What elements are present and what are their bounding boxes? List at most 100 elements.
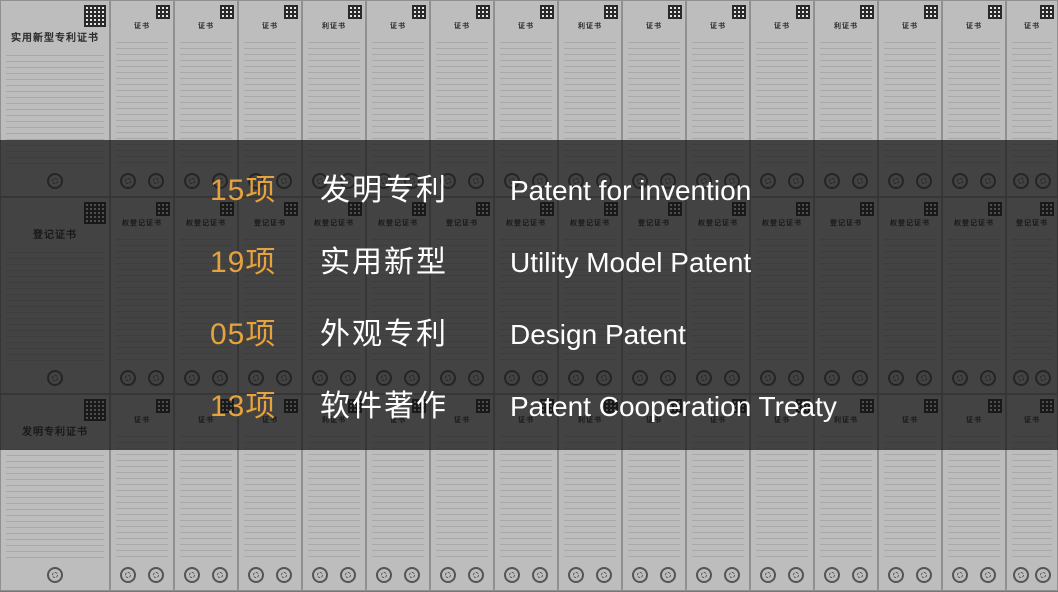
seal-icon: [632, 567, 648, 583]
certificate-body-lines: [6, 444, 104, 558]
seal-row: [498, 564, 554, 586]
seal-icon: [276, 567, 292, 583]
qr-icon: [796, 5, 810, 19]
certificate-title: 证书: [242, 21, 298, 31]
seal-icon: [47, 567, 63, 583]
seal-icon: [596, 567, 612, 583]
certificate-title: 利证书: [818, 21, 874, 31]
certificate-title: 证书: [434, 21, 490, 31]
stat-count: 15项: [210, 165, 320, 209]
stat-label-en: Design Patent: [510, 319, 686, 351]
seal-icon: [148, 567, 164, 583]
certificate-body-lines: [756, 431, 808, 558]
seal-row: [562, 564, 618, 586]
certificate-title: 证书: [754, 21, 810, 31]
seal-row: [434, 564, 490, 586]
seal-icon: [212, 567, 228, 583]
stats-overlay: 15项发明专利Patent for invention 19项实用新型Utilit…: [0, 140, 1058, 450]
certificate-title: 证书: [946, 21, 1002, 31]
certificate-body-lines: [244, 431, 296, 558]
seal-row: [306, 564, 362, 586]
certificate-body-lines: [884, 431, 936, 558]
seal-row: [882, 564, 938, 586]
certificate-title: 证书: [498, 21, 554, 31]
stat-row: 15项发明专利Patent for invention: [210, 165, 1058, 209]
seal-icon: [724, 567, 740, 583]
seal-icon: [248, 567, 264, 583]
stat-label-zh: 实用新型: [320, 237, 510, 281]
seal-icon: [824, 567, 840, 583]
seal-icon: [120, 567, 136, 583]
stat-label-en: Utility Model Patent: [510, 247, 751, 279]
certificate-body-lines: [308, 431, 360, 558]
certificate-title: 证书: [1010, 21, 1054, 31]
stat-label-zh: 发明专利: [320, 165, 510, 209]
seal-icon: [916, 567, 932, 583]
seal-icon: [952, 567, 968, 583]
patent-banner: 实用新型专利证书证书证书证书利证书证书证书证书利证书证书证书证书利证书证书证书证…: [0, 0, 1058, 592]
stat-label-zh: 外观专利: [320, 309, 510, 353]
qr-icon: [284, 5, 298, 19]
seal-icon: [376, 567, 392, 583]
seal-icon: [696, 567, 712, 583]
seal-icon: [1035, 567, 1051, 583]
seal-icon: [468, 567, 484, 583]
stat-count: 05项: [210, 309, 320, 353]
seal-icon: [980, 567, 996, 583]
seal-row: [242, 564, 298, 586]
qr-icon: [348, 5, 362, 19]
seal-icon: [532, 567, 548, 583]
certificate-title: 证书: [370, 21, 426, 31]
certificate-body-lines: [948, 431, 1000, 558]
stat-label-en: Patent Cooperation Treaty: [510, 391, 837, 423]
certificate-title: 利证书: [562, 21, 618, 31]
seal-icon: [568, 567, 584, 583]
stat-label-zh: 软件著作: [320, 381, 510, 425]
seal-icon: [312, 567, 328, 583]
seal-row: [1010, 564, 1054, 586]
certificate-body-lines: [1012, 431, 1052, 558]
certificate-body-lines: [116, 431, 168, 558]
certificate-title: 证书: [882, 21, 938, 31]
seal-row: [946, 564, 1002, 586]
qr-icon: [84, 5, 106, 27]
qr-icon: [540, 5, 554, 19]
stat-row: 05项外观专利Design Patent: [210, 309, 1058, 353]
stat-label-en: Patent for invention: [510, 175, 751, 207]
certificate-body-lines: [500, 431, 552, 558]
seal-row: [114, 564, 170, 586]
stat-count: 19项: [210, 237, 320, 281]
qr-icon: [732, 5, 746, 19]
certificate-body-lines: [564, 431, 616, 558]
certificate-body-lines: [820, 431, 872, 558]
seal-icon: [888, 567, 904, 583]
stat-row: 19项实用新型Utility Model Patent: [210, 237, 1058, 281]
seal-icon: [404, 567, 420, 583]
qr-icon: [668, 5, 682, 19]
seal-icon: [340, 567, 356, 583]
stat-count: 13项: [210, 381, 320, 425]
seal-row: [370, 564, 426, 586]
seal-icon: [760, 567, 776, 583]
certificate-body-lines: [436, 431, 488, 558]
seal-row: [754, 564, 810, 586]
seal-row: [690, 564, 746, 586]
qr-icon: [412, 5, 426, 19]
seal-icon: [1013, 567, 1029, 583]
seal-icon: [852, 567, 868, 583]
seal-icon: [660, 567, 676, 583]
qr-icon: [860, 5, 874, 19]
seal-row: [4, 564, 106, 586]
certificate-title: 实用新型专利证书: [4, 29, 106, 44]
seal-icon: [504, 567, 520, 583]
qr-icon: [476, 5, 490, 19]
qr-icon: [1040, 5, 1054, 19]
seal-row: [626, 564, 682, 586]
seal-icon: [184, 567, 200, 583]
qr-icon: [924, 5, 938, 19]
certificate-title: 证书: [114, 21, 170, 31]
seal-icon: [440, 567, 456, 583]
stat-row: 13项软件著作Patent Cooperation Treaty: [210, 381, 1058, 425]
certificate-title: 证书: [690, 21, 746, 31]
qr-icon: [156, 5, 170, 19]
